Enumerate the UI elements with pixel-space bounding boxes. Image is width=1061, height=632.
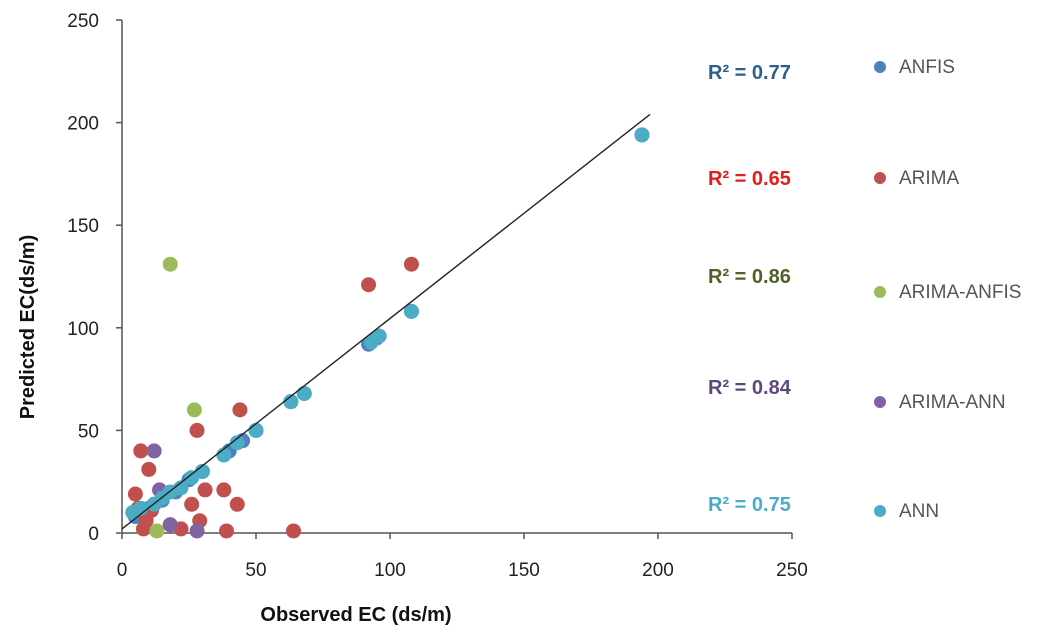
plot-area: 0 50 100 150 200 250 0 50 100 150 200 250: [67, 11, 808, 581]
legend-item-anfis: ANFIS: [874, 57, 955, 78]
point-arima: [216, 482, 232, 498]
point-arima: [189, 422, 205, 438]
r2-label-arima-ann: R² = 0.84: [708, 377, 792, 399]
legend-marker-arima-anfis: [874, 286, 886, 298]
legend-item-arima: ARIMA: [874, 168, 960, 189]
legend-marker-arima-ann: [874, 396, 886, 408]
legend-marker-anfis: [874, 61, 886, 73]
x-tick-label: 0: [117, 560, 128, 581]
point-ann: [229, 435, 245, 451]
x-tick-label: 200: [642, 560, 674, 581]
point-arima: [197, 482, 213, 498]
point-arima-anfis: [186, 402, 202, 418]
point-arima: [229, 496, 245, 512]
point-ann: [283, 394, 299, 410]
point-ann: [173, 480, 189, 496]
legend-item-arima-ann: ARIMA-ANN: [874, 392, 1006, 413]
legend-label-anfis: ANFIS: [899, 57, 955, 78]
point-arima: [361, 277, 377, 293]
trendline: [121, 113, 651, 530]
r2-label-arima-anfis: R² = 0.86: [708, 266, 791, 288]
point-arima: [286, 523, 302, 539]
point-arima-anfis: [162, 256, 178, 272]
r2-label-arima: R² = 0.65: [708, 168, 791, 190]
point-arima-ann: [162, 517, 178, 533]
r2-label-anfis: R² = 0.77: [708, 62, 791, 84]
legend-marker-arima: [874, 172, 886, 184]
y-tick-label: 150: [67, 216, 99, 237]
y-tick-label: 50: [78, 421, 99, 442]
y-tick-label: 0: [88, 524, 99, 545]
point-ann: [248, 422, 264, 438]
x-tick-label: 250: [776, 560, 808, 581]
point-arima: [141, 461, 157, 477]
x-tick-label: 100: [374, 560, 406, 581]
point-ann: [296, 385, 312, 401]
point-ann: [403, 303, 419, 319]
r2-label-ann: R² = 0.75: [708, 494, 791, 516]
legend-label-ann: ANN: [899, 501, 939, 522]
x-tick-label: 150: [508, 560, 540, 581]
y-axis-title: Predicted EC(ds/m): [17, 235, 39, 419]
point-arima: [219, 523, 235, 539]
legend-label-arima-ann: ARIMA-ANN: [899, 392, 1006, 413]
y-tick-label: 200: [67, 114, 99, 135]
point-ann: [371, 328, 387, 344]
point-ann: [194, 463, 210, 479]
legend-item-arima-anfis: ARIMA-ANFIS: [874, 282, 1021, 303]
legend-item-ann: ANN: [874, 501, 939, 522]
legend: ANFIS ARIMA ARIMA-ANFIS ARIMA-ANN ANN: [874, 57, 1021, 522]
legend-marker-ann: [874, 505, 886, 517]
legend-label-arima: ARIMA: [899, 168, 960, 189]
y-tick-label: 100: [67, 319, 99, 340]
point-ann: [634, 127, 650, 143]
legend-label-arima-anfis: ARIMA-ANFIS: [899, 282, 1021, 303]
r2-labels: R² = 0.77 R² = 0.65 R² = 0.86 R² = 0.84 …: [708, 62, 792, 516]
point-arima: [403, 256, 419, 272]
point-ann: [133, 500, 149, 516]
x-tick-label: 50: [245, 560, 266, 581]
point-arima: [232, 402, 248, 418]
point-arima: [133, 443, 149, 459]
y-tick-label: 250: [67, 11, 99, 32]
point-arima: [184, 496, 200, 512]
point-arima-ann: [189, 523, 205, 539]
point-arima: [127, 486, 143, 502]
x-axis-title: Observed EC (ds/m): [260, 604, 451, 626]
point-arima-anfis: [149, 523, 165, 539]
point-arima-ann: [146, 443, 162, 459]
